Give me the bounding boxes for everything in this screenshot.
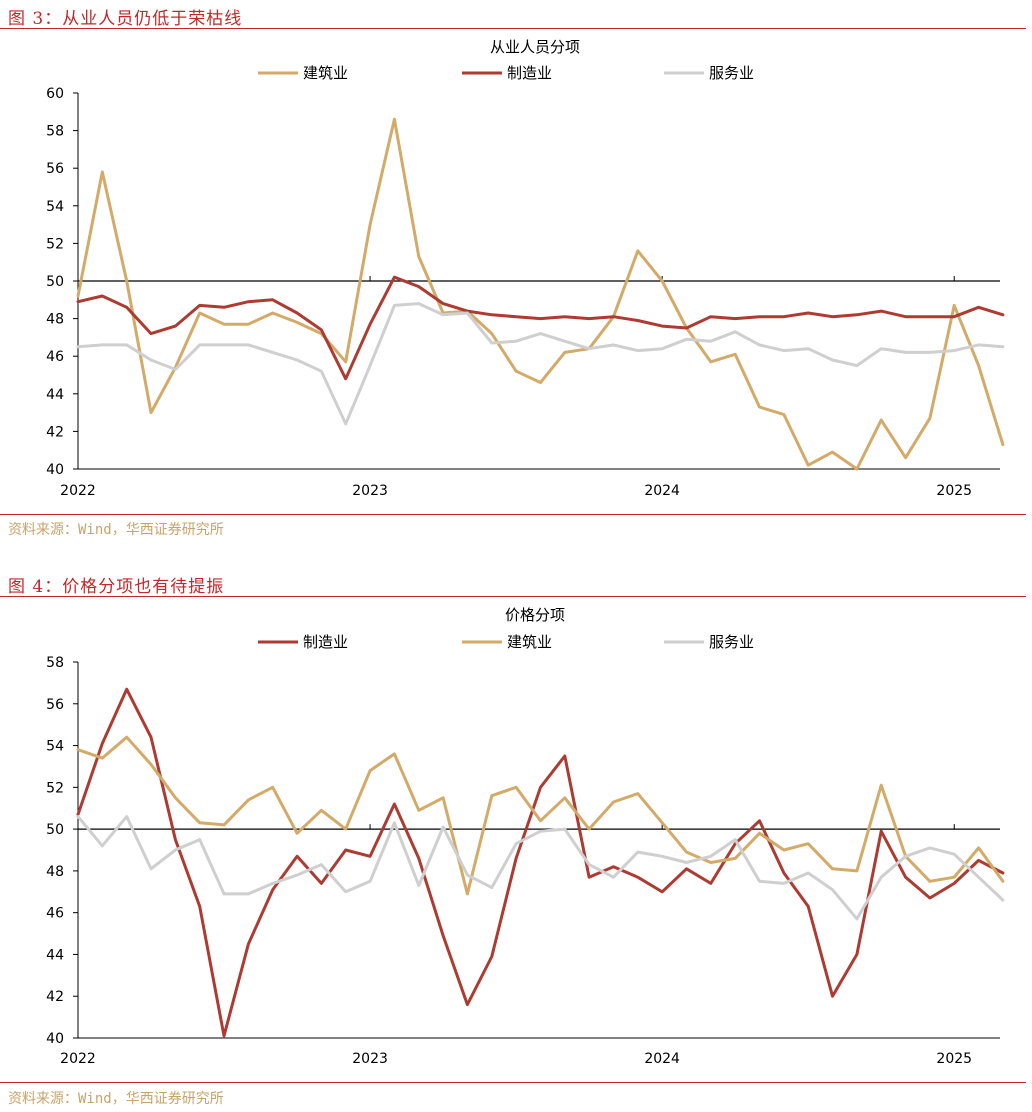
y-tick-label: 42	[46, 424, 64, 440]
figure-4-top-rule	[0, 596, 1026, 597]
x-tick-label: 2023	[352, 1051, 388, 1067]
series-line-0	[76, 687, 1005, 1038]
series-line-1	[76, 275, 1005, 381]
figure-3-top-rule	[0, 28, 1026, 29]
y-tick-label: 54	[46, 739, 64, 755]
figure-3-heading: 图 3：从业人员仍低于荣枯线	[8, 9, 243, 29]
x-tick-label: 2022	[60, 483, 96, 499]
y-tick-label: 58	[46, 124, 64, 140]
x-tick-label: 2023	[352, 483, 388, 499]
series-line-2	[76, 815, 1005, 921]
legend-label-1: 建筑业	[507, 633, 552, 651]
x-tick-label: 2022	[60, 1051, 96, 1067]
y-tick-label: 50	[46, 274, 64, 290]
y-tick-label: 60	[46, 86, 64, 102]
figure-4-source: 资料来源：Wind，华西证券研究所	[8, 1091, 224, 1107]
chart-title: 从业人员分项	[490, 38, 580, 56]
y-tick-label: 52	[46, 780, 64, 796]
series-line-2	[76, 302, 1005, 426]
y-tick-label: 54	[46, 199, 64, 215]
series-line-0	[76, 117, 1005, 471]
figure-3-bottom-rule	[0, 514, 1026, 515]
y-tick-label: 40	[46, 462, 64, 478]
x-tick-label: 2025	[936, 483, 972, 499]
x-tick-label: 2024	[644, 1051, 680, 1067]
x-tick-label: 2025	[936, 1051, 972, 1067]
legend-label-0: 建筑业	[303, 64, 348, 82]
legend-label-2: 服务业	[709, 633, 754, 651]
figure-4-bottom-rule	[0, 1082, 1026, 1083]
x-tick-label: 2024	[644, 483, 680, 499]
y-tick-label: 44	[46, 387, 64, 403]
y-tick-label: 46	[46, 906, 64, 922]
y-tick-label: 58	[46, 655, 64, 671]
y-tick-label: 46	[46, 349, 64, 365]
y-tick-label: 44	[46, 947, 64, 963]
y-tick-label: 52	[46, 236, 64, 252]
y-tick-label: 50	[46, 822, 64, 838]
legend-label-1: 制造业	[507, 64, 552, 82]
y-tick-label: 42	[46, 989, 64, 1005]
chart-title: 价格分项	[505, 606, 565, 624]
legend-label-0: 制造业	[303, 633, 348, 651]
y-tick-label: 56	[46, 697, 64, 713]
y-tick-label: 56	[46, 161, 64, 177]
figure-4-heading: 图 4：价格分项也有待提振	[8, 577, 225, 597]
y-tick-label: 48	[46, 864, 64, 880]
legend-label-2: 服务业	[709, 64, 754, 82]
figure-3-source: 资料来源：Wind，华西证券研究所	[8, 522, 224, 538]
y-tick-label: 48	[46, 312, 64, 328]
series-line-1	[76, 735, 1005, 896]
y-tick-label: 40	[46, 1031, 64, 1047]
